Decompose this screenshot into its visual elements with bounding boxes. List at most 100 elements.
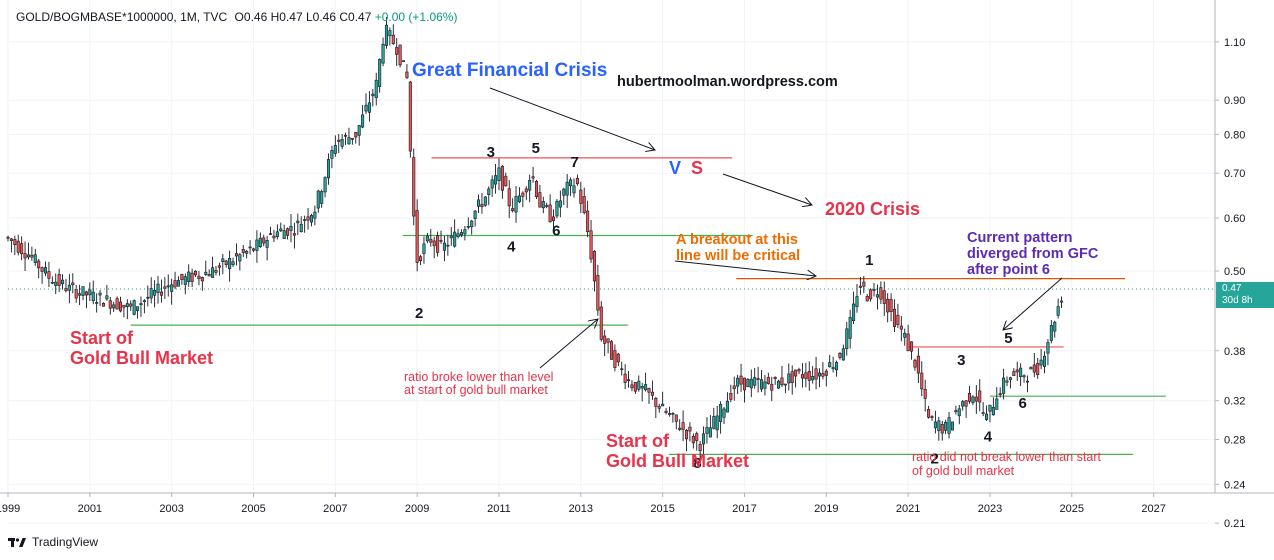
candle xyxy=(10,238,12,252)
point-label-6: 6 xyxy=(552,222,560,239)
candle xyxy=(566,174,568,208)
candle xyxy=(958,405,960,424)
y-tick-label: 0.24 xyxy=(1224,479,1245,491)
footer-brand[interactable]: TradingView xyxy=(8,535,98,549)
candle-body-down xyxy=(914,360,916,367)
candle-body-up xyxy=(61,280,63,284)
candle-body-down xyxy=(198,276,200,278)
candle-body-down xyxy=(743,378,745,390)
candle xyxy=(716,406,718,438)
candle xyxy=(634,382,636,394)
y-tick-label: 0.50 xyxy=(1224,266,1245,278)
candle xyxy=(259,232,261,247)
candle xyxy=(181,274,183,285)
candle-body-down xyxy=(822,374,824,377)
candle-body-down xyxy=(675,415,677,422)
candle-body-down xyxy=(624,374,626,383)
close-value: 0.47 xyxy=(348,10,371,24)
candle-body-down xyxy=(893,309,895,326)
candle-body-down xyxy=(545,205,547,206)
candle xyxy=(689,422,691,441)
candle-body-up xyxy=(818,373,820,376)
candle-body-up xyxy=(709,428,711,437)
candle-body-up xyxy=(747,379,749,386)
candle-body-down xyxy=(886,299,888,312)
candle-body-down xyxy=(1036,363,1038,374)
candle-body-up xyxy=(716,416,718,430)
candle xyxy=(747,378,749,387)
candle xyxy=(167,274,169,296)
candle-body-down xyxy=(406,72,408,77)
candle-body-up xyxy=(7,237,9,238)
candle xyxy=(880,281,882,304)
candle-body-up xyxy=(280,229,282,231)
candle xyxy=(931,415,933,421)
candle xyxy=(208,269,210,276)
candle xyxy=(989,405,991,422)
candle-body-up xyxy=(934,422,936,428)
candle xyxy=(730,385,732,402)
candle-body-down xyxy=(10,239,12,241)
candle-body-down xyxy=(351,138,353,139)
notbreak-line2: of gold bull market xyxy=(912,464,1015,478)
candle-body-up xyxy=(136,307,138,311)
candle-body-down xyxy=(668,413,670,414)
candle xyxy=(467,217,469,229)
candle xyxy=(194,270,196,277)
candle xyxy=(256,230,258,263)
candle xyxy=(886,293,888,322)
candle-body-down xyxy=(863,282,865,286)
candle-body-down xyxy=(825,371,827,375)
candle-body-down xyxy=(781,378,783,385)
candle-body-down xyxy=(37,261,39,268)
candle xyxy=(665,408,667,415)
candle xyxy=(426,233,428,243)
candle xyxy=(433,237,435,258)
candle-body-down xyxy=(225,261,227,265)
candle-body-down xyxy=(552,217,554,221)
x-tick-label: 2003 xyxy=(159,503,183,515)
candle-body-up xyxy=(126,304,128,307)
candle-body-up xyxy=(68,285,70,290)
start1-line2: Gold Bull Market xyxy=(70,348,213,368)
candle xyxy=(37,259,39,278)
candle-body-up xyxy=(153,290,155,295)
candle-body-down xyxy=(338,140,340,141)
candle xyxy=(481,193,483,214)
candle xyxy=(580,182,582,213)
candle xyxy=(334,135,336,156)
candle xyxy=(856,284,858,313)
candle xyxy=(825,369,827,387)
candle xyxy=(876,285,878,310)
candle-body-up xyxy=(948,418,950,434)
candle-body-up xyxy=(365,105,367,111)
candle-body-up xyxy=(494,176,496,185)
candle-body-down xyxy=(607,339,609,342)
candle-body-down xyxy=(532,177,534,178)
candle-body-up xyxy=(856,297,858,307)
candle-body-up xyxy=(764,382,766,388)
candle xyxy=(777,380,779,389)
annotation-arrow xyxy=(1003,278,1062,330)
candle xyxy=(893,299,895,332)
candle-body-down xyxy=(621,369,623,370)
candle-body-up xyxy=(1050,325,1052,340)
candle xyxy=(805,363,807,387)
x-tick-label: 2021 xyxy=(896,503,920,515)
candle xyxy=(556,199,558,218)
candle xyxy=(627,371,629,388)
point-label-1: 1 xyxy=(865,252,873,269)
candle-body-up xyxy=(873,289,875,290)
candle xyxy=(563,188,565,205)
candle xyxy=(269,227,271,235)
candle-body-down xyxy=(801,374,803,378)
candle xyxy=(368,91,370,121)
y-tick-label: 0.70 xyxy=(1224,168,1245,180)
candle-body-down xyxy=(890,299,892,311)
candle xyxy=(917,348,919,383)
candle xyxy=(798,368,800,374)
candle xyxy=(1016,362,1018,381)
candle-body-up xyxy=(938,421,940,431)
